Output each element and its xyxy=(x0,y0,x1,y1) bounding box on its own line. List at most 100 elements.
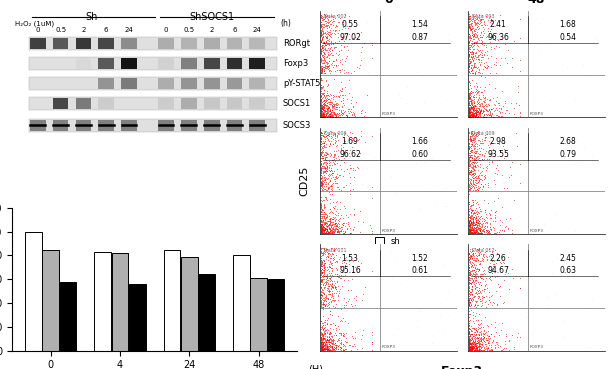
Point xyxy=(320,169,329,175)
Point xyxy=(473,230,483,236)
Point xyxy=(324,185,334,191)
Point xyxy=(430,212,439,218)
Point xyxy=(338,332,348,338)
Point xyxy=(335,344,345,349)
Point xyxy=(319,165,329,170)
Point xyxy=(327,19,337,25)
Point xyxy=(468,70,478,76)
Point xyxy=(325,113,335,119)
Point xyxy=(507,100,516,106)
Point xyxy=(318,106,327,111)
Point xyxy=(508,227,518,232)
Point xyxy=(466,148,475,154)
Point xyxy=(396,281,406,287)
Point xyxy=(465,107,475,113)
Point xyxy=(465,295,475,301)
Point xyxy=(477,168,487,173)
Point xyxy=(316,183,326,189)
Point xyxy=(328,58,338,64)
Point xyxy=(477,218,487,224)
Point xyxy=(465,109,475,115)
Point xyxy=(321,167,331,173)
Point xyxy=(325,168,335,174)
Point xyxy=(327,107,337,113)
Point xyxy=(489,114,499,120)
Point xyxy=(318,332,327,338)
Point xyxy=(347,31,357,37)
Point xyxy=(473,163,483,169)
Point xyxy=(464,320,474,326)
Text: Data 012: Data 012 xyxy=(472,248,495,253)
Point xyxy=(436,83,446,89)
Point xyxy=(317,48,327,54)
Point xyxy=(477,177,487,183)
Point xyxy=(469,104,478,110)
Point xyxy=(467,77,477,83)
Point xyxy=(479,338,489,344)
Point xyxy=(318,322,328,328)
Point xyxy=(325,200,335,206)
Point xyxy=(336,345,346,351)
Point xyxy=(466,341,476,347)
Point xyxy=(467,65,477,71)
Point xyxy=(339,67,349,73)
Point xyxy=(319,258,329,264)
Point xyxy=(321,152,331,158)
Point xyxy=(466,344,475,350)
Point xyxy=(329,58,338,64)
Point xyxy=(468,260,478,266)
Point xyxy=(415,205,425,211)
Point xyxy=(324,215,334,221)
Point xyxy=(332,206,342,212)
Point xyxy=(466,280,476,286)
Point xyxy=(331,246,340,252)
Point xyxy=(464,223,474,229)
Point xyxy=(476,230,486,236)
Point xyxy=(464,167,474,173)
Point xyxy=(471,266,481,272)
Point xyxy=(343,299,353,304)
Point xyxy=(468,225,478,231)
Point xyxy=(321,346,331,352)
Point xyxy=(467,291,477,297)
Point xyxy=(318,133,327,139)
Point xyxy=(468,247,478,253)
Point xyxy=(470,345,480,351)
Point xyxy=(324,179,334,185)
Point xyxy=(319,265,329,271)
Point xyxy=(497,45,507,51)
Point xyxy=(322,343,332,349)
Point xyxy=(320,226,330,232)
Point xyxy=(473,224,483,230)
Point xyxy=(464,168,474,174)
Point xyxy=(324,341,334,347)
Point xyxy=(494,229,503,235)
Point xyxy=(316,208,326,214)
Point xyxy=(471,227,481,232)
Point xyxy=(321,256,331,262)
Point xyxy=(464,339,474,345)
Point xyxy=(331,62,340,68)
Point xyxy=(322,223,332,228)
Point xyxy=(466,340,475,346)
Point xyxy=(477,108,486,114)
Point xyxy=(412,317,422,323)
Point xyxy=(464,162,474,168)
Point xyxy=(317,105,327,111)
Point xyxy=(346,342,356,348)
Point xyxy=(474,128,483,134)
Point xyxy=(356,56,366,62)
Point xyxy=(477,324,486,330)
Point xyxy=(333,337,343,342)
Point xyxy=(464,112,474,118)
Point xyxy=(322,151,332,156)
Point xyxy=(475,214,485,220)
Point xyxy=(327,293,337,299)
Point xyxy=(477,337,486,342)
Point xyxy=(327,262,337,268)
Point xyxy=(327,228,337,234)
Point xyxy=(333,148,343,154)
Point xyxy=(464,35,474,41)
Point xyxy=(464,31,474,37)
Point xyxy=(484,32,494,38)
